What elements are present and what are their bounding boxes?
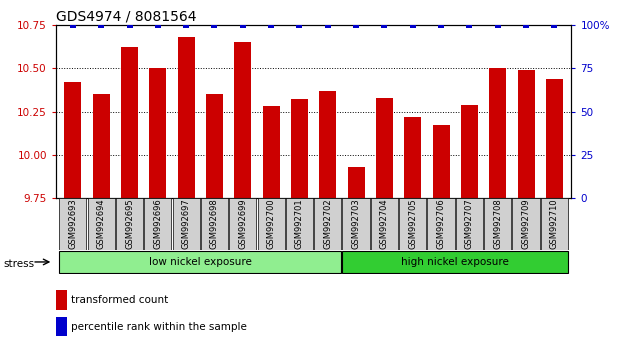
Bar xyxy=(517,70,535,198)
Bar xyxy=(263,106,279,198)
Text: stress: stress xyxy=(3,259,34,269)
Text: GSM992699: GSM992699 xyxy=(238,199,247,249)
Point xyxy=(550,22,560,28)
Text: GSM992707: GSM992707 xyxy=(465,199,474,249)
Point xyxy=(153,22,163,28)
Text: GSM992708: GSM992708 xyxy=(493,199,502,249)
Point xyxy=(323,22,333,28)
Text: GSM992709: GSM992709 xyxy=(522,199,530,249)
Point xyxy=(96,22,106,28)
Bar xyxy=(461,104,478,198)
Text: GSM992702: GSM992702 xyxy=(324,199,332,249)
Text: GSM992694: GSM992694 xyxy=(97,199,106,249)
Text: GSM992697: GSM992697 xyxy=(182,199,191,249)
Bar xyxy=(291,99,308,198)
Bar xyxy=(116,198,143,250)
Point xyxy=(294,22,304,28)
Text: GSM992693: GSM992693 xyxy=(68,199,78,249)
Bar xyxy=(234,42,252,198)
Bar xyxy=(427,198,455,250)
Text: low nickel exposure: low nickel exposure xyxy=(149,257,252,267)
Bar xyxy=(314,198,342,250)
Bar xyxy=(348,167,365,198)
Text: GSM992706: GSM992706 xyxy=(437,199,445,249)
Text: GSM992696: GSM992696 xyxy=(153,199,162,249)
Bar xyxy=(433,125,450,198)
Bar xyxy=(541,198,568,250)
Bar xyxy=(65,82,81,198)
Text: GSM992710: GSM992710 xyxy=(550,199,559,249)
Bar xyxy=(144,198,171,250)
Point xyxy=(379,22,389,28)
Bar xyxy=(371,198,398,250)
Text: GSM992704: GSM992704 xyxy=(380,199,389,249)
Bar xyxy=(121,47,138,198)
Text: transformed count: transformed count xyxy=(71,295,169,305)
Bar xyxy=(399,198,427,250)
Point xyxy=(266,22,276,28)
Bar xyxy=(546,79,563,198)
Bar xyxy=(343,251,568,273)
Text: percentile rank within the sample: percentile rank within the sample xyxy=(71,322,247,332)
Text: GSM992698: GSM992698 xyxy=(210,199,219,249)
Bar xyxy=(206,94,223,198)
Bar xyxy=(201,198,228,250)
Text: GDS4974 / 8081564: GDS4974 / 8081564 xyxy=(56,10,196,24)
Bar xyxy=(93,94,110,198)
Text: GSM992703: GSM992703 xyxy=(351,199,361,249)
Bar xyxy=(319,91,336,198)
Bar xyxy=(343,198,369,250)
Bar xyxy=(286,198,313,250)
Text: GSM992695: GSM992695 xyxy=(125,199,134,249)
Bar xyxy=(456,198,483,250)
Text: high nickel exposure: high nickel exposure xyxy=(401,257,509,267)
Bar xyxy=(404,117,421,198)
Bar xyxy=(173,198,200,250)
Point xyxy=(351,22,361,28)
Bar xyxy=(229,198,256,250)
Bar xyxy=(59,251,342,273)
Text: GSM992701: GSM992701 xyxy=(295,199,304,249)
Point xyxy=(209,22,219,28)
Point xyxy=(521,22,531,28)
Point xyxy=(408,22,418,28)
Text: GSM992705: GSM992705 xyxy=(408,199,417,249)
Bar xyxy=(59,198,86,250)
Bar xyxy=(484,198,511,250)
Bar xyxy=(258,198,284,250)
Bar xyxy=(149,68,166,198)
Point xyxy=(436,22,446,28)
Bar xyxy=(489,68,506,198)
Bar xyxy=(88,198,115,250)
Point xyxy=(181,22,191,28)
Text: GSM992700: GSM992700 xyxy=(266,199,276,249)
Point xyxy=(492,22,502,28)
Point xyxy=(465,22,474,28)
Point xyxy=(238,22,248,28)
Bar xyxy=(178,37,194,198)
Point xyxy=(68,22,78,28)
Point xyxy=(125,22,135,28)
Bar xyxy=(376,98,393,198)
Bar xyxy=(512,198,540,250)
